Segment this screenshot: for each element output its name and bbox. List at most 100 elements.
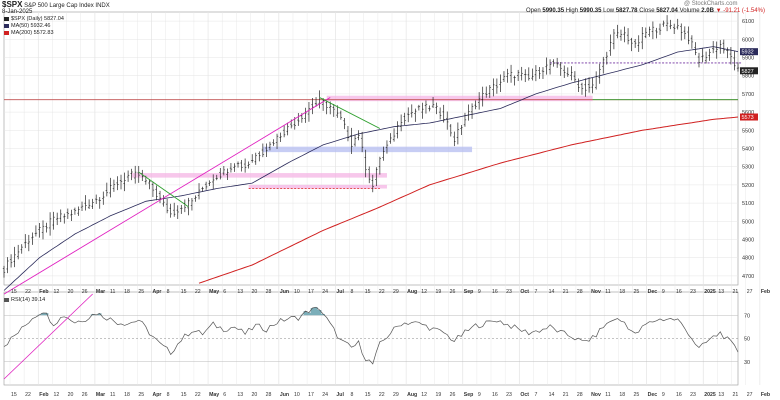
ma200-tag: 5573 <box>742 115 754 121</box>
date-tick-label-bottom: May <box>209 392 219 398</box>
date-tick-label-bottom: 20 <box>68 392 74 398</box>
date-tick-label-bottom: 18 <box>619 392 625 398</box>
date-tick-label-bottom: 13 <box>237 392 243 398</box>
price-tick-label: 5700 <box>742 92 754 98</box>
date-tick-label-bottom: 26 <box>82 392 88 398</box>
date-tick-label: 18 <box>619 289 625 295</box>
price-tick-label: 5400 <box>742 147 754 153</box>
change-arrow-icon: ▼ <box>715 8 722 14</box>
date-tick-label: 20 <box>252 289 258 295</box>
date-tick-label-bottom: Sep <box>464 392 474 398</box>
legend-ma200: MA(200) 5572.83 <box>4 30 54 36</box>
date-tick-label-bottom: Oct <box>520 392 529 398</box>
date-tick-label: 13 <box>237 289 243 295</box>
rsi-pink-trendline <box>3 293 93 380</box>
legend-price: $SPX (Daily) 5827.04 <box>4 16 64 22</box>
grid-lines <box>3 11 761 386</box>
ohlc-summary: Open 5990.35 High 5990.35 Low 5827.78 Cl… <box>526 8 765 14</box>
date-tick-label: 28 <box>577 289 583 295</box>
price-tick-label: 5600 <box>742 110 754 116</box>
date-tick-label: 8 <box>351 289 354 295</box>
ma50-tag: 5932 <box>742 50 754 56</box>
change-value: -91.21 (-1.54%) <box>723 8 765 14</box>
date-tick-label: 22 <box>379 289 385 295</box>
date-tick-label: 9 <box>478 289 481 295</box>
date-tick-label: 21 <box>563 289 569 295</box>
date-tick-label-bottom: Jun <box>280 392 289 398</box>
price-tick-label: 4900 <box>742 238 754 244</box>
date-tick-label-bottom: 6 <box>223 392 226 398</box>
date-tick-label-bottom: 7 <box>534 392 537 398</box>
chart-date: 8-Jan-2025 <box>2 9 33 15</box>
rsi-tick-label: 30 <box>744 360 750 366</box>
date-tick-label-bottom: 2025 <box>704 392 716 398</box>
price-tick-label: 6000 <box>742 37 754 43</box>
date-tick-label: 19 <box>435 289 441 295</box>
highlight-zones <box>131 95 593 189</box>
date-tick-label-bottom: 10 <box>294 392 300 398</box>
date-tick-label-bottom: 19 <box>435 392 441 398</box>
date-tick-label: May <box>209 289 219 295</box>
close-tag: 5827 <box>742 69 754 75</box>
date-tick-label: 16 <box>676 289 682 295</box>
pink-trendline <box>3 97 331 295</box>
date-tick-label: 23 <box>506 289 512 295</box>
date-tick-label-bottom: 28 <box>266 392 272 398</box>
date-tick-label-bottom: 9 <box>662 392 665 398</box>
date-tick-label-bottom: 22 <box>195 392 201 398</box>
price-tick-label: 6100 <box>742 19 754 25</box>
date-tick-label-bottom: 16 <box>492 392 498 398</box>
date-tick-label-bottom: 23 <box>690 392 696 398</box>
date-tick-label-bottom: 12 <box>421 392 427 398</box>
date-tick-label-bottom: 23 <box>506 392 512 398</box>
ma50-tag-box <box>740 48 758 56</box>
date-tick-label: Oct <box>520 289 529 295</box>
date-tick-label-bottom: Jul <box>336 392 344 398</box>
pink-zone <box>131 173 387 178</box>
rsi-tick-label: 70 <box>744 313 750 319</box>
pink-zone <box>326 95 593 102</box>
date-tick-label-bottom: Apr <box>152 392 161 398</box>
date-tick-label-bottom: 17 <box>308 392 314 398</box>
date-tick-label: 17 <box>308 289 314 295</box>
close-tag-box <box>740 67 758 75</box>
date-tick-label-bottom: 28 <box>577 392 583 398</box>
price-tick-label: 5200 <box>742 183 754 189</box>
chart-exchange: INDX <box>95 3 110 9</box>
close-value: 5827.04 <box>656 8 678 14</box>
date-tick-label-bottom: 25 <box>138 392 144 398</box>
watermark: @ StockCharts.com <box>684 1 738 7</box>
price-tick-label: 5300 <box>742 165 754 171</box>
date-tick-label-bottom: Feb <box>761 392 770 398</box>
price-tick-label: 4800 <box>742 256 754 262</box>
date-tick-label: 8 <box>167 289 170 295</box>
date-tick-label: 26 <box>450 289 456 295</box>
date-tick-label: Jul <box>336 289 344 295</box>
legend-rsi: RSI(14) 39.14 <box>4 297 45 303</box>
rsi-panel: 70 50 30 <box>3 293 750 380</box>
date-tick-label: 12 <box>421 289 427 295</box>
date-tick-label-bottom: 22 <box>25 392 31 398</box>
price-tick-label: 5100 <box>742 201 754 207</box>
pink-zone <box>248 184 387 189</box>
date-tick-label: 16 <box>492 289 498 295</box>
date-tick-label-bottom: 8 <box>167 392 170 398</box>
date-tick-label: 22 <box>195 289 201 295</box>
date-tick-label: 2025 <box>704 289 716 295</box>
chart-name: S&P 500 Large Cap Index <box>24 3 94 9</box>
date-tick-label: 15 <box>365 289 371 295</box>
ma200-line <box>198 116 739 284</box>
date-tick-label-bottom: 11 <box>605 392 610 398</box>
date-tick-label: 11 <box>605 289 610 295</box>
price-tick-label: 5900 <box>742 56 754 62</box>
high-value: 5990.35 <box>579 8 602 14</box>
date-tick-label: 22 <box>25 289 31 295</box>
date-tick-label-bottom: 13 <box>718 392 724 398</box>
date-tick-label-bottom: 24 <box>322 392 328 398</box>
date-tick-label: 29 <box>393 289 399 295</box>
rsi-line <box>3 306 739 365</box>
date-tick-label: 23 <box>690 289 696 295</box>
price-tick-label: 4700 <box>742 274 754 280</box>
date-tick-label-bottom: 29 <box>393 392 399 398</box>
